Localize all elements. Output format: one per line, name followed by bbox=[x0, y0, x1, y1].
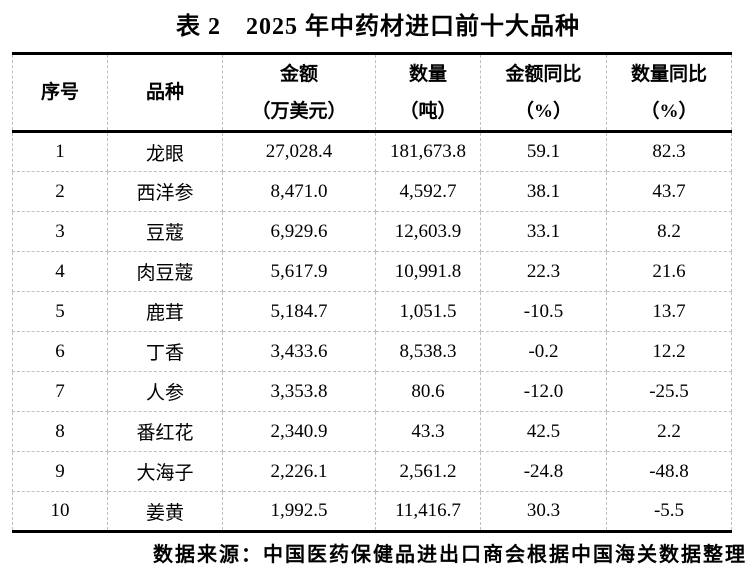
cell-variety: 大海子 bbox=[107, 451, 223, 492]
cell-rank: 1 bbox=[12, 131, 108, 172]
header-unit: （万美元） bbox=[251, 100, 347, 122]
header-unit: （吨） bbox=[399, 100, 457, 122]
header-unit: （%） bbox=[514, 100, 572, 122]
header-label: 金额同比 bbox=[505, 63, 582, 85]
cell-amount-yoy: 30.3 bbox=[480, 491, 607, 532]
cell-variety: 龙眼 bbox=[107, 131, 223, 172]
cell-quantity: 43.3 bbox=[375, 411, 481, 452]
cell-quantity-yoy: 12.2 bbox=[606, 331, 732, 372]
cell-variety: 姜黄 bbox=[107, 491, 223, 532]
cell-quantity: 4,592.7 bbox=[375, 171, 481, 212]
cell-amount: 3,353.8 bbox=[222, 371, 376, 412]
column-header-amount: 金额 （万美元） bbox=[222, 53, 376, 133]
cell-quantity-yoy: 21.6 bbox=[606, 251, 732, 292]
cell-variety: 西洋参 bbox=[107, 171, 223, 212]
cell-variety: 鹿茸 bbox=[107, 291, 223, 332]
column-header-quantity: 数量 （吨） bbox=[375, 53, 481, 133]
cell-variety: 人参 bbox=[107, 371, 223, 412]
cell-amount-yoy: -24.8 bbox=[480, 451, 607, 492]
table-row: 5 鹿茸 5,184.7 1,051.5 -10.5 13.7 bbox=[12, 291, 732, 332]
header-label: 数量 bbox=[408, 63, 447, 85]
cell-amount-yoy: 22.3 bbox=[480, 251, 607, 292]
cell-variety: 番红花 bbox=[107, 411, 223, 452]
cell-quantity: 181,673.8 bbox=[375, 131, 481, 172]
cell-amount: 8,471.0 bbox=[222, 171, 376, 212]
cell-quantity-yoy: 8.2 bbox=[606, 211, 732, 252]
cell-amount: 27,028.4 bbox=[222, 131, 376, 172]
table-body: 1 龙眼 27,028.4 181,673.8 59.1 82.3 2 西洋参 … bbox=[12, 131, 732, 532]
cell-quantity: 10,991.8 bbox=[375, 251, 481, 292]
table-row: 10 姜黄 1,992.5 11,416.7 30.3 -5.5 bbox=[12, 491, 732, 532]
cell-rank: 8 bbox=[12, 411, 108, 452]
cell-variety: 豆蔻 bbox=[107, 211, 223, 252]
header-label: 金额 bbox=[279, 63, 318, 85]
cell-amount-yoy: -10.5 bbox=[480, 291, 607, 332]
cell-quantity: 8,538.3 bbox=[375, 331, 481, 372]
cell-amount: 3,433.6 bbox=[222, 331, 376, 372]
table-row: 8 番红花 2,340.9 43.3 42.5 2.2 bbox=[12, 411, 732, 452]
cell-amount: 1,992.5 bbox=[222, 491, 376, 532]
table-row: 3 豆蔻 6,929.6 12,603.9 33.1 8.2 bbox=[12, 211, 732, 252]
cell-quantity-yoy: -5.5 bbox=[606, 491, 732, 532]
table-title: 表 2 2025 年中药材进口前十大品种 bbox=[176, 14, 580, 40]
cell-amount-yoy: 59.1 bbox=[480, 131, 607, 172]
cell-amount: 5,184.7 bbox=[222, 291, 376, 332]
cell-amount-yoy: 42.5 bbox=[480, 411, 607, 452]
header-label: 品种 bbox=[145, 82, 184, 103]
cell-quantity-yoy: 2.2 bbox=[606, 411, 732, 452]
cell-rank: 3 bbox=[12, 211, 108, 252]
cell-rank: 4 bbox=[12, 251, 108, 292]
header-row: 序号 品种 金额 （万美元） 数量 （吨） 金额同比 （%） bbox=[12, 53, 732, 133]
cell-quantity: 2,561.2 bbox=[375, 451, 481, 492]
column-header-variety: 品种 bbox=[107, 53, 223, 133]
cell-rank: 7 bbox=[12, 371, 108, 412]
cell-variety: 肉豆蔻 bbox=[107, 251, 223, 292]
cell-rank: 2 bbox=[12, 171, 108, 212]
cell-amount: 2,226.1 bbox=[222, 451, 376, 492]
cell-amount-yoy: -0.2 bbox=[480, 331, 607, 372]
cell-variety: 丁香 bbox=[107, 331, 223, 372]
cell-quantity-yoy: 43.7 bbox=[606, 171, 732, 212]
table-row: 7 人参 3,353.8 80.6 -12.0 -25.5 bbox=[12, 371, 732, 412]
import-top10-table: 序号 品种 金额 （万美元） 数量 （吨） 金额同比 （%） bbox=[12, 52, 732, 533]
cell-quantity-yoy: 13.7 bbox=[606, 291, 732, 332]
table-row: 1 龙眼 27,028.4 181,673.8 59.1 82.3 bbox=[12, 131, 732, 172]
header-unit: （%） bbox=[640, 100, 698, 122]
cell-quantity: 80.6 bbox=[375, 371, 481, 412]
cell-amount: 5,617.9 bbox=[222, 251, 376, 292]
cell-quantity: 12,603.9 bbox=[375, 211, 481, 252]
header-label: 序号 bbox=[40, 82, 79, 103]
table-row: 4 肉豆蔻 5,617.9 10,991.8 22.3 21.6 bbox=[12, 251, 732, 292]
cell-rank: 6 bbox=[12, 331, 108, 372]
column-header-amount-yoy: 金额同比 （%） bbox=[480, 53, 607, 133]
cell-quantity: 11,416.7 bbox=[375, 491, 481, 532]
cell-rank: 10 bbox=[12, 491, 108, 532]
cell-rank: 9 bbox=[12, 451, 108, 492]
cell-quantity-yoy: -48.8 bbox=[606, 451, 732, 492]
cell-amount-yoy: -12.0 bbox=[480, 371, 607, 412]
cell-quantity-yoy: -25.5 bbox=[606, 371, 732, 412]
header-label: 数量同比 bbox=[630, 63, 707, 85]
cell-amount: 2,340.9 bbox=[222, 411, 376, 452]
data-source-note: 数据来源：中国医药保健品进出口商会根据中国海关数据整理 bbox=[153, 544, 747, 566]
column-header-quantity-yoy: 数量同比 （%） bbox=[606, 53, 732, 133]
column-header-rank: 序号 bbox=[12, 53, 108, 133]
table-row: 2 西洋参 8,471.0 4,592.7 38.1 43.7 bbox=[12, 171, 732, 212]
cell-amount-yoy: 33.1 bbox=[480, 211, 607, 252]
cell-quantity-yoy: 82.3 bbox=[606, 131, 732, 172]
table-row: 9 大海子 2,226.1 2,561.2 -24.8 -48.8 bbox=[12, 451, 732, 492]
cell-amount-yoy: 38.1 bbox=[480, 171, 607, 212]
cell-quantity: 1,051.5 bbox=[375, 291, 481, 332]
table-row: 6 丁香 3,433.6 8,538.3 -0.2 12.2 bbox=[12, 331, 732, 372]
cell-amount: 6,929.6 bbox=[222, 211, 376, 252]
table-header: 序号 品种 金额 （万美元） 数量 （吨） 金额同比 （%） bbox=[12, 53, 732, 133]
cell-rank: 5 bbox=[12, 291, 108, 332]
